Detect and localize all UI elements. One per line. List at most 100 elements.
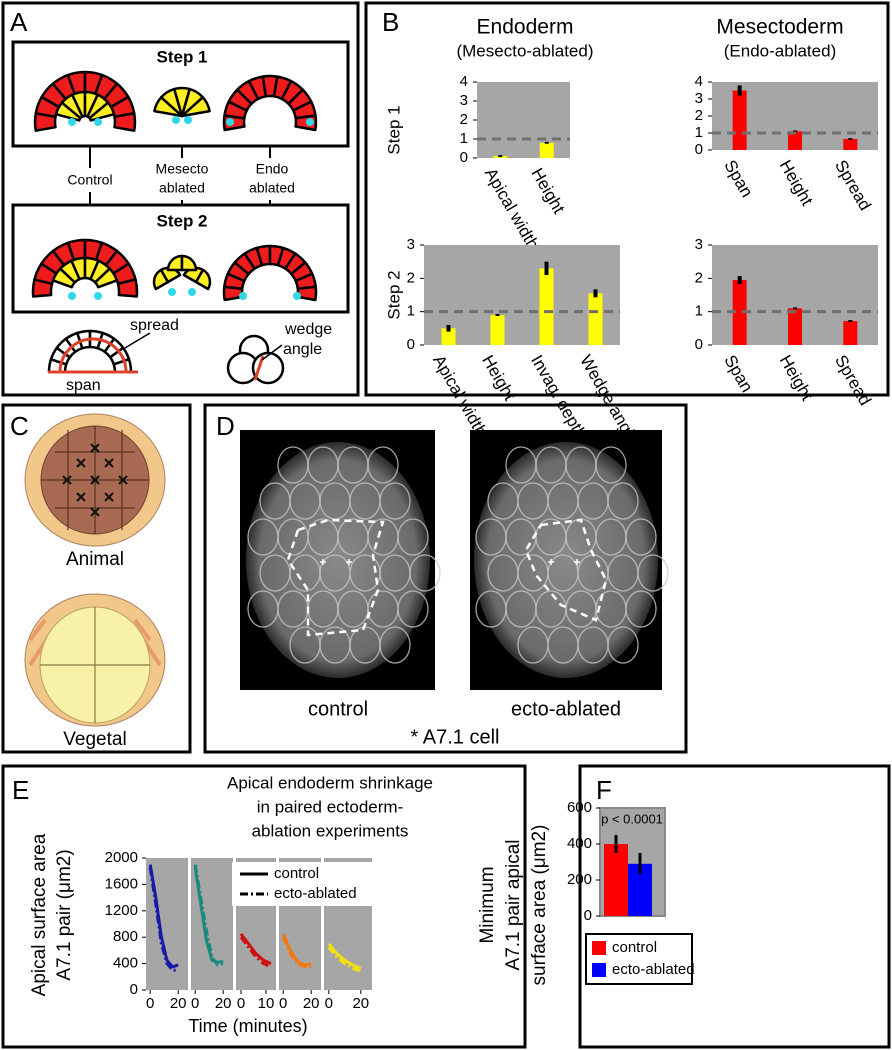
y-axis-label: A7.1 pair (μm2) [54, 849, 75, 980]
apical-marker [168, 288, 176, 296]
outline [286, 518, 385, 637]
legend-box [585, 933, 693, 985]
x-tick-label: 0 [279, 995, 287, 1012]
y-tick-label: 0 [584, 907, 592, 924]
legend-box [232, 862, 372, 906]
y-tick-label: 2 [407, 269, 415, 286]
note: * A7.1 cell [411, 726, 500, 748]
column-title: Mesectoderm [716, 16, 843, 39]
cell-outline [637, 554, 669, 592]
y-tick-label: 1600 [105, 875, 138, 892]
legend-swatch [592, 941, 606, 955]
x-tick-label: 0 [146, 995, 154, 1012]
x-tick-label: 20 [303, 995, 320, 1012]
spread-arc [58, 337, 128, 373]
x-tick-label: Height [776, 157, 817, 209]
micrographs [240, 430, 669, 690]
series-line [148, 867, 179, 972]
y-tick-label: 4 [695, 73, 703, 90]
y-tick-label: 0 [695, 141, 703, 158]
column-subtitle: (Mesecto-ablated) [456, 41, 593, 60]
panel-f-frame [578, 764, 891, 1049]
bar [732, 90, 747, 150]
ablation-mark [62, 475, 72, 485]
image-label: control [308, 698, 368, 720]
legend-label: control [612, 939, 657, 956]
legend-swatch [592, 963, 606, 977]
y-tick-label: 0 [407, 336, 415, 353]
x-tick-label: 20 [170, 995, 187, 1012]
panel-c-frame [1, 403, 192, 754]
cell-outline [595, 446, 627, 484]
bar [788, 131, 802, 150]
cell-outline [397, 590, 429, 628]
series-line [327, 946, 362, 973]
y-tick-label: 600 [567, 799, 592, 816]
legend-label: ecto-ablated [612, 961, 695, 978]
cell [88, 101, 116, 122]
ablation-mark [118, 475, 128, 485]
ablation-mark [90, 475, 100, 485]
cell [194, 268, 212, 291]
cell-outline [625, 518, 657, 556]
column-title: Endoderm [477, 16, 574, 39]
y-tick-label: 3 [695, 236, 703, 253]
cell-outline [367, 446, 399, 484]
connectors [89, 146, 271, 205]
y-tick-label: 400 [113, 955, 138, 972]
cell-outline [625, 590, 657, 628]
chart-title: Apical endoderm shrinkage [227, 773, 433, 792]
column-subtitle: (Endo-ablated) [724, 41, 836, 60]
y-tick-label: 1 [695, 303, 703, 320]
plot-area [477, 82, 570, 158]
embryo-image [474, 442, 658, 678]
y-tick-label: 3 [460, 92, 468, 109]
x-axis-label: Time (minutes) [188, 1016, 307, 1036]
y-tick-label: 2000 [105, 849, 138, 866]
panel-d-frame [203, 403, 688, 754]
condition-label: Endo [256, 161, 289, 177]
panel-a-frame [1, 1, 360, 397]
y-tick-label: 3 [407, 236, 415, 253]
x-tick-label: 10 [258, 995, 275, 1012]
panel-label: C [10, 411, 29, 441]
cell [180, 96, 211, 118]
series-line [193, 864, 224, 967]
bar [490, 315, 505, 345]
apical-marker [94, 292, 102, 300]
apical-marker [94, 118, 102, 126]
y-axis-label: Minimum [477, 866, 498, 943]
panel-label: E [12, 775, 29, 805]
apical-marker [68, 118, 76, 126]
cell [116, 278, 139, 298]
leader-line [124, 332, 151, 349]
ablation-mark [90, 507, 100, 517]
bar [539, 142, 554, 158]
embryo-image [246, 442, 430, 678]
step-title: Step 2 [156, 211, 207, 230]
outline [524, 518, 608, 622]
plot-area [424, 245, 620, 345]
y-tick-label: 200 [567, 871, 592, 888]
x-tick-label: 20 [215, 995, 232, 1012]
bar [604, 844, 628, 916]
x-tick-label: 0 [191, 995, 199, 1012]
panel-e-frame [1, 764, 527, 1049]
step1-box [11, 40, 350, 148]
y-tick-label: 400 [567, 835, 592, 852]
cell-outline [409, 554, 441, 592]
cell [296, 285, 318, 302]
chart-title: in paired ectoderm- [257, 797, 403, 816]
bar [843, 138, 858, 150]
cell [93, 267, 119, 289]
wedge-diagram [226, 334, 285, 385]
chart-title: ablation experiments [252, 821, 409, 840]
annotation: p < 0.0001 [601, 811, 663, 826]
x-tick-label: 0 [237, 995, 245, 1012]
y-tick-label: 2 [695, 269, 703, 286]
measure-label: wedge [284, 321, 332, 338]
y-tick-label: 2 [695, 107, 703, 124]
apical-marker [293, 292, 301, 300]
bar [788, 308, 802, 345]
